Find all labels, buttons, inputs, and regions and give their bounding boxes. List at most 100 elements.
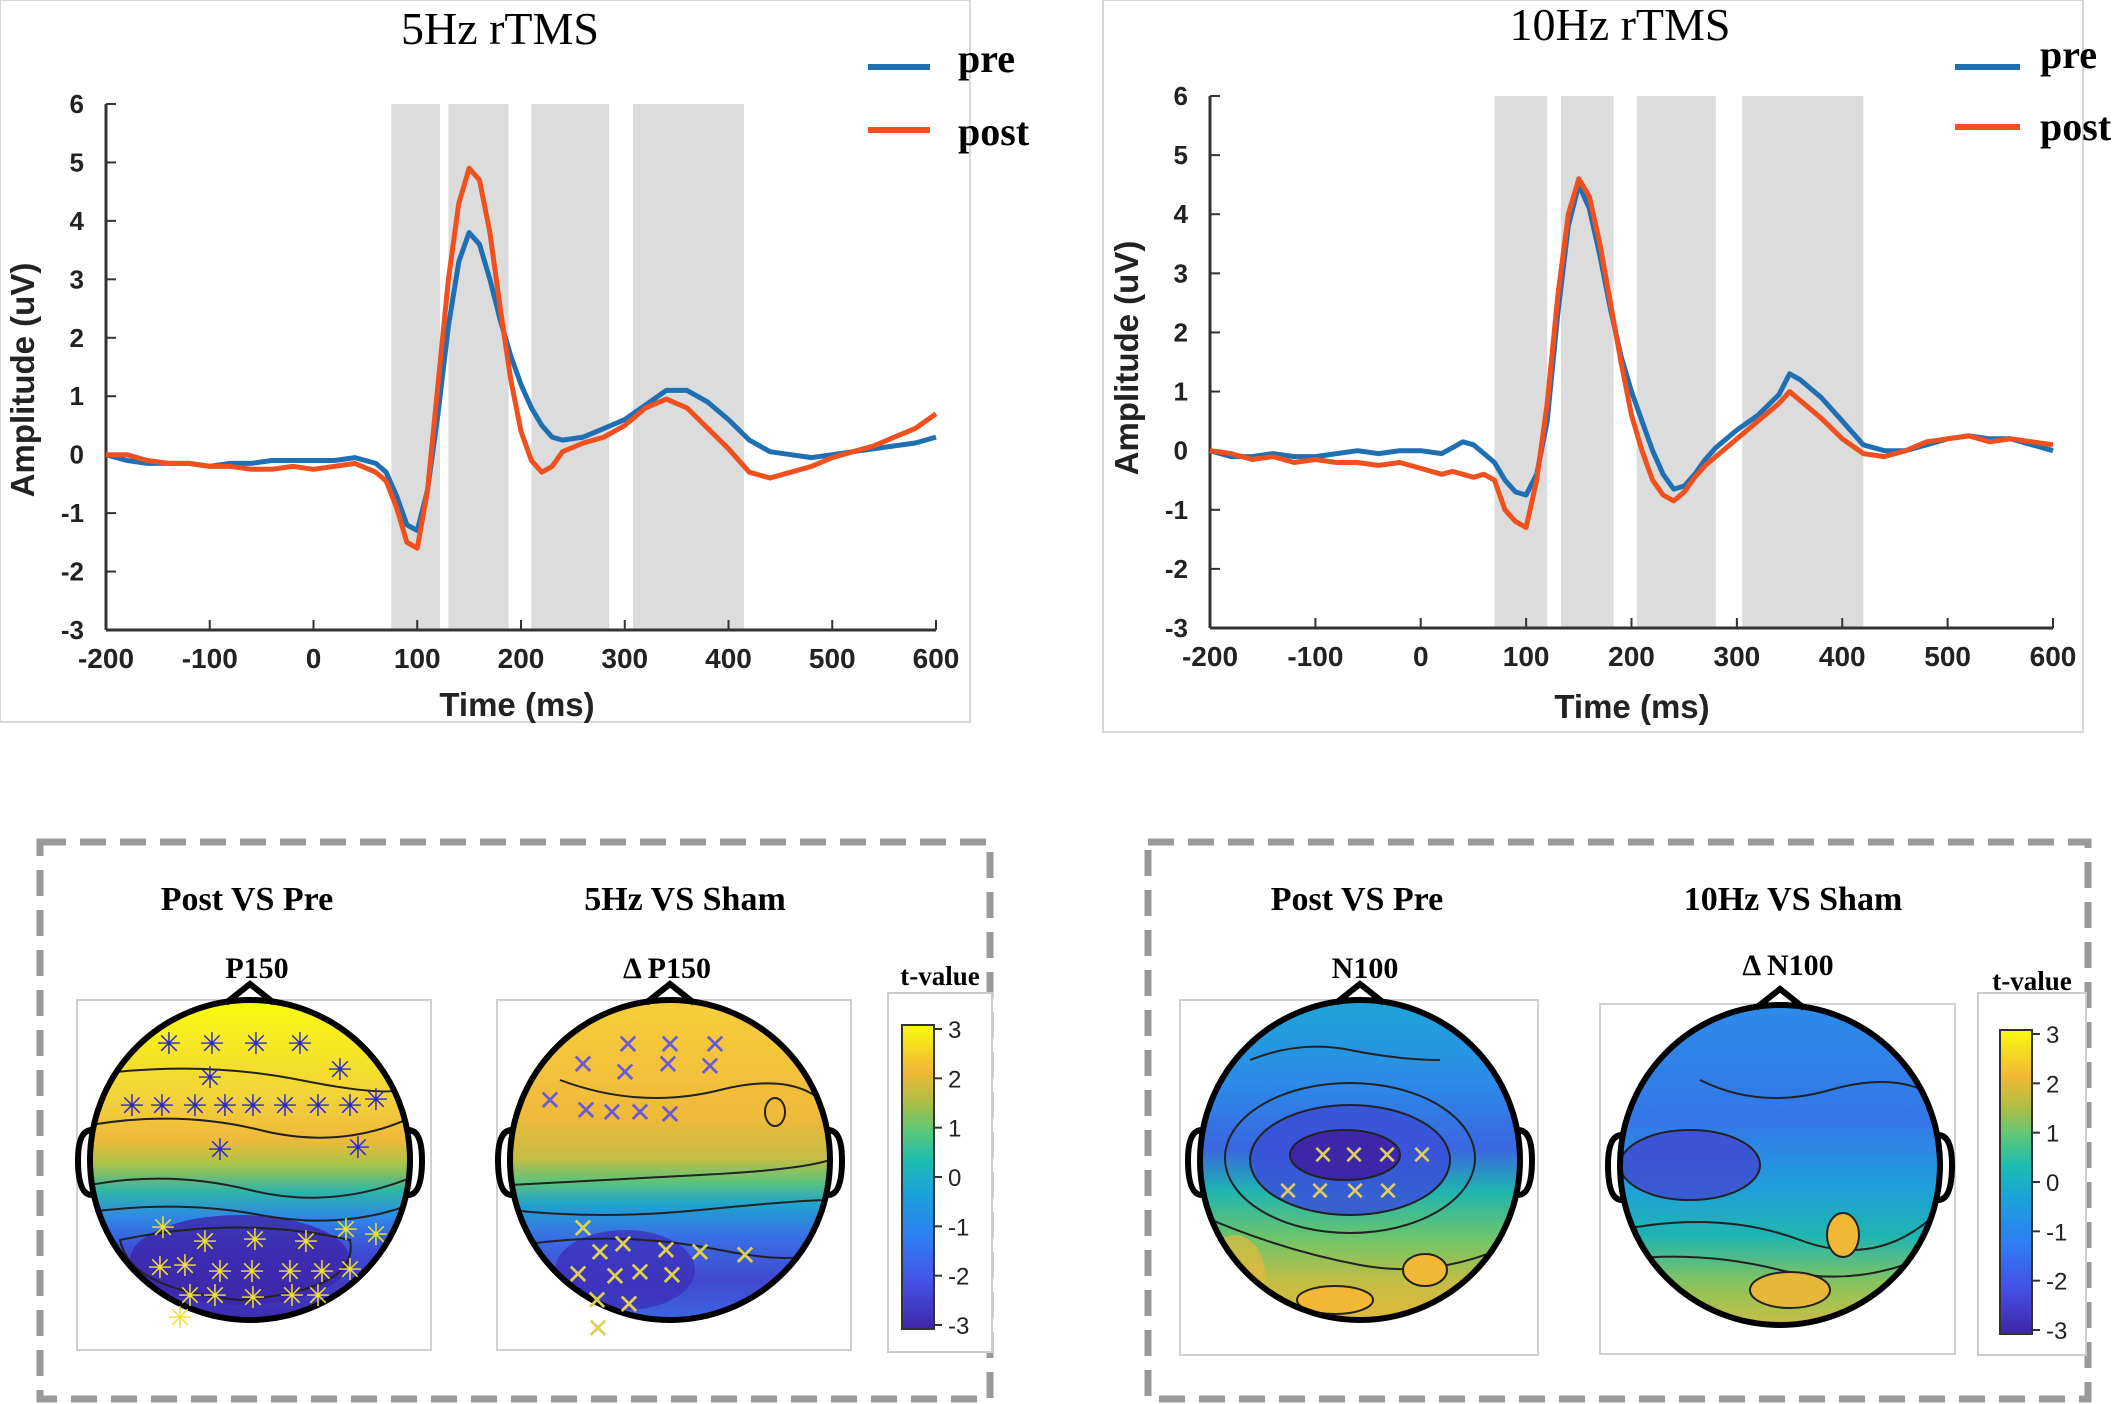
erp-chart-10hz: 10Hz rTMS -200 -100 0 100 200 300 400 500 600-3-…	[1102, 0, 2112, 733]
head-outline	[87, 997, 413, 1323]
x-tick-label: 400	[1819, 641, 1866, 672]
svg-text:✕: ✕	[1377, 1177, 1399, 1207]
y-tick-label: 5	[1174, 140, 1188, 170]
x-tick-label: -100	[1287, 641, 1343, 672]
svg-text:✕: ✕	[1309, 1177, 1331, 1207]
svg-text:✳: ✳	[156, 1027, 181, 1062]
svg-text:✕: ✕	[1376, 1141, 1398, 1171]
svg-text:✳: ✳	[293, 1225, 318, 1260]
x-tick-label: 400	[705, 643, 752, 674]
svg-text:✳: ✳	[172, 1249, 197, 1284]
shaded-window	[531, 104, 610, 630]
map-surface	[90, 1000, 410, 1320]
y-tick-label: 3	[1174, 258, 1188, 288]
svg-text:✳: ✳	[119, 1089, 144, 1124]
legend-label-pre: pre	[2040, 32, 2097, 77]
y-tick-label: 5	[70, 147, 84, 177]
y-tick-label: -1	[61, 498, 84, 528]
svg-text:✕: ✕	[616, 1028, 639, 1061]
y-tick-label: -2	[1165, 554, 1188, 584]
dashed-frame	[1144, 838, 2092, 1403]
map-sub-2: Δ P150	[623, 952, 711, 985]
y-tick-label: 2	[1174, 317, 1188, 347]
ear-right	[407, 1127, 426, 1198]
svg-text:✕: ✕	[566, 1258, 589, 1291]
sig-electrodes: ✕ ✕ ✕ ✕ ✕ ✕ ✕ ✕	[1277, 1141, 1433, 1207]
y-tick-label: 4	[70, 206, 85, 236]
nose	[644, 980, 696, 1006]
shaded-window	[633, 104, 745, 630]
axes: -200 -100 0 100 200 300 400 500 600 -3 -2 -1 0 1 2 3 4 5 6	[1165, 81, 2076, 672]
svg-text:✕: ✕	[586, 1312, 609, 1345]
svg-text:✳: ✳	[272, 1089, 297, 1124]
y-tick-label: 4	[1174, 199, 1189, 229]
topo-panel-left: Post VS Pre P150 5Hz VS Sham Δ P150 ✳ ✳ ✳ ✳…	[36, 838, 994, 1403]
svg-text:✳: ✳	[279, 1279, 304, 1314]
map-surface	[1620, 1005, 1940, 1325]
y-tick-label: -1	[1165, 495, 1188, 525]
svg-text:✕: ✕	[733, 1239, 756, 1272]
chart-title: 5Hz rTMS	[401, 3, 599, 54]
x-tick-label: 200	[498, 643, 545, 674]
svg-text:✕: ✕	[654, 1234, 677, 1267]
colorbar-label: t-value	[900, 961, 980, 991]
shaded-window	[1494, 96, 1548, 628]
y-tick-label: -3	[1165, 613, 1188, 643]
y-axis-label: Amplitude (uV)	[1108, 241, 1145, 476]
svg-text:✕: ✕	[571, 1048, 594, 1081]
x-tick-label: -100	[182, 643, 238, 674]
y-tick-label: -3	[61, 615, 84, 645]
colorbar-tick-label: -2	[948, 1264, 969, 1291]
series-line-post	[106, 165, 938, 551]
map-sub-1: P150	[225, 952, 288, 985]
svg-text:✕: ✕	[656, 1048, 679, 1081]
colorbar-tick-label: 1	[2046, 1121, 2059, 1148]
x-tick-label: 600	[913, 643, 960, 674]
svg-text:✳: ✳	[327, 1053, 352, 1088]
shaded-window	[448, 104, 509, 630]
svg-text:✳: ✳	[167, 1301, 192, 1336]
sig-electrodes-front: ✕ ✕ ✕ ✕ ✕ ✕ ✕ ✕ ✕ ✕ ✕ ✕	[538, 1028, 726, 1131]
axes: -200 -100 0 100 200 300 400 500 600 -3 -2 -1 0 1 2 3 4 5 6	[61, 89, 959, 674]
svg-text:✕: ✕	[658, 1098, 681, 1131]
svg-text:✕: ✕	[585, 1284, 608, 1317]
ear-right	[1517, 1127, 1536, 1198]
colorbar-tick-label: -1	[948, 1214, 969, 1241]
erp-chart-5hz: 5Hz rTMS -200 -100 0 100 200 300 400 500 600-3-2…	[0, 0, 1030, 723]
ear-left	[1184, 1127, 1203, 1198]
x-axis-label: Time (ms)	[439, 686, 594, 723]
svg-text:✳: ✳	[277, 1255, 302, 1290]
svg-text:✕: ✕	[571, 1212, 594, 1245]
svg-text:✳: ✳	[182, 1089, 207, 1124]
svg-text:✕: ✕	[1277, 1177, 1299, 1207]
shaded-windows	[1494, 96, 1864, 628]
x-tick-label: 300	[601, 643, 648, 674]
svg-text:✳: ✳	[147, 1251, 172, 1286]
svg-text:✕: ✕	[617, 1288, 640, 1321]
sig-electrodes-back: ✕✕ ✕ ✕ ✕ ✕ ✕ ✕ ✕ ✕ ✕ ✕✕	[566, 1212, 756, 1345]
svg-text:✳: ✳	[197, 1061, 222, 1096]
topomap-p150: ✳ ✳ ✳ ✳ ✳ ✳ ✳ ✳ ✳ ✳ ✳ ✳ ✳ ✳ ✳ ✳ ✳ ✳ ✳ ✳ ✳ ✳ ✳ ✳ ✳ ✳ ✳ ✳ ✳ ✳ ✳ ✳ ✳ ✳…	[74, 980, 432, 1351]
y-tick-label: -2	[61, 557, 84, 587]
x-tick-label: -200	[1182, 641, 1238, 672]
colorbar-tick-label: 2	[2046, 1071, 2059, 1098]
x-tick-label: 300	[1714, 641, 1761, 672]
svg-text:✕: ✕	[688, 1236, 711, 1269]
x-tick-label: 0	[306, 643, 322, 674]
x-tick-label: 100	[1503, 641, 1550, 672]
svg-text:✳: ✳	[363, 1083, 388, 1118]
svg-text:✕: ✕	[611, 1228, 634, 1261]
y-tick-label: 6	[1174, 81, 1188, 111]
legend: pre post	[868, 36, 1030, 154]
svg-text:✕: ✕	[658, 1028, 681, 1061]
svg-text:✕: ✕	[1312, 1141, 1334, 1171]
svg-text:✳: ✳	[239, 1255, 264, 1290]
svg-text:✕: ✕	[1343, 1141, 1365, 1171]
colorbar-tick-label: -3	[948, 1313, 969, 1340]
svg-text:✳: ✳	[333, 1213, 358, 1248]
svg-text:✕: ✕	[574, 1094, 597, 1127]
svg-text:✳: ✳	[192, 1225, 217, 1260]
colorbar-tick-label: 1	[948, 1116, 961, 1143]
svg-text:✳: ✳	[212, 1089, 237, 1124]
svg-text:✳: ✳	[243, 1027, 268, 1062]
